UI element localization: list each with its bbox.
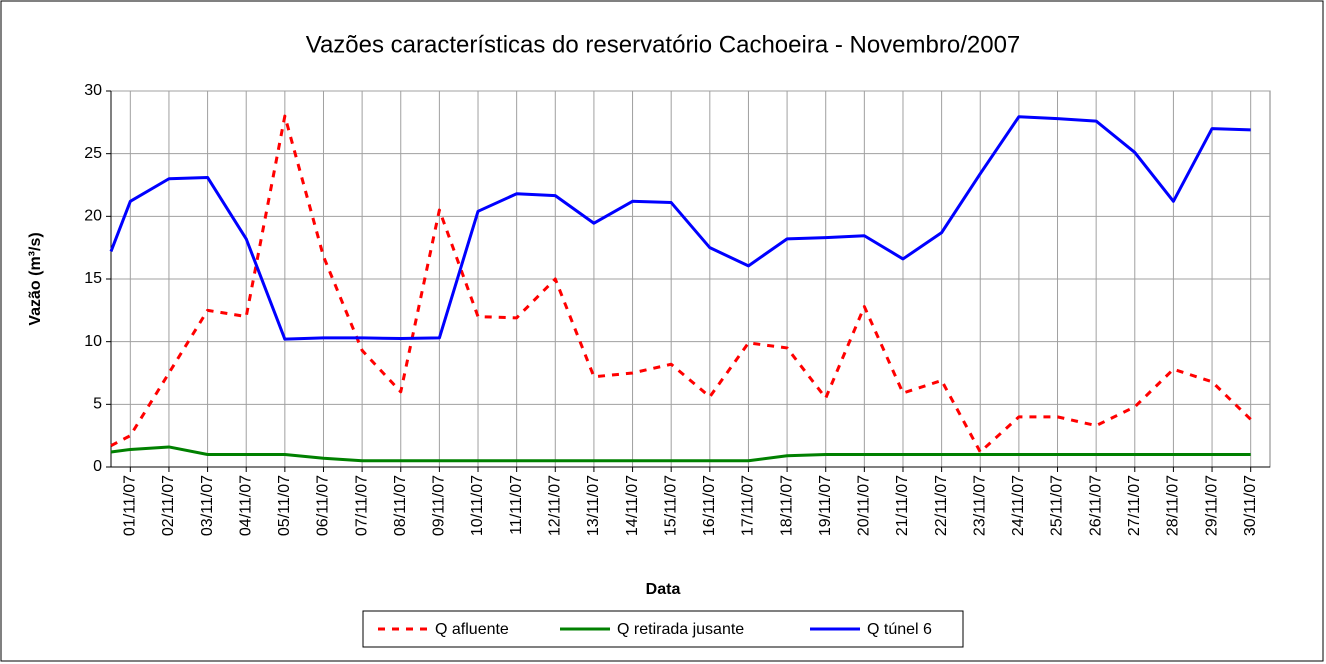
- series-line: [109, 115, 1251, 341]
- legend-label: Q afluente: [435, 621, 509, 638]
- x-tick-label: 26/11/07: [1087, 475, 1104, 536]
- x-tick-label: 17/11/07: [740, 475, 757, 536]
- y-tick-label: 5: [93, 396, 102, 413]
- x-tick-label: 15/11/07: [662, 475, 679, 536]
- x-tick-label: 27/11/07: [1126, 475, 1143, 536]
- x-tick-label: 09/11/07: [431, 475, 448, 536]
- x-tick-label: 23/11/07: [971, 475, 988, 536]
- x-tick-label: 24/11/07: [1010, 475, 1027, 536]
- x-tick-label: 04/11/07: [237, 475, 254, 536]
- x-tick-label: 19/11/07: [817, 475, 834, 536]
- x-tick-label: 02/11/07: [160, 475, 177, 536]
- y-tick-label: 0: [93, 458, 102, 475]
- legend-label: Q retirada jusante: [617, 621, 744, 638]
- y-tick-label: 15: [84, 270, 102, 287]
- x-tick-label: 16/11/07: [701, 475, 718, 536]
- x-tick-label: 25/11/07: [1049, 475, 1066, 536]
- chart-title: Vazões características do reservatório C…: [306, 31, 1021, 58]
- x-tick-label: 03/11/07: [199, 475, 216, 536]
- x-axis-label: Data: [646, 581, 681, 598]
- y-tick-label: 30: [84, 82, 102, 99]
- x-tick-label: 13/11/07: [585, 475, 602, 536]
- x-tick-label: 14/11/07: [624, 475, 641, 536]
- x-tick-label: 08/11/07: [392, 475, 409, 536]
- x-tick-label: 18/11/07: [778, 475, 795, 536]
- y-tick-label: 25: [84, 145, 102, 162]
- legend-box: [362, 610, 964, 648]
- series-line: [110, 445, 1251, 463]
- x-tick-label: 11/11/07: [508, 475, 525, 535]
- legend-label: Q túnel 6: [867, 621, 932, 638]
- x-tick-label: 07/11/07: [353, 475, 370, 536]
- x-tick-label: 20/11/07: [856, 475, 873, 536]
- x-tick-label: 10/11/07: [469, 475, 486, 536]
- x-tick-label: 06/11/07: [315, 475, 332, 536]
- x-tick-label: 21/11/07: [894, 475, 911, 536]
- x-tick-label: 05/11/07: [276, 475, 293, 536]
- x-tick-label: 30/11/07: [1242, 475, 1259, 536]
- x-tick-label: 22/11/07: [933, 475, 950, 536]
- y-axis-label: Vazão (m³/s): [27, 232, 44, 325]
- x-tick-label: 29/11/07: [1203, 475, 1220, 536]
- x-tick-label: 01/11/07: [122, 475, 139, 536]
- y-tick-label: 20: [84, 208, 102, 225]
- y-tick-label: 10: [84, 333, 102, 350]
- series-line: [110, 114, 1252, 454]
- x-tick-label: 28/11/07: [1165, 475, 1182, 536]
- x-tick-label: 12/11/07: [547, 475, 564, 536]
